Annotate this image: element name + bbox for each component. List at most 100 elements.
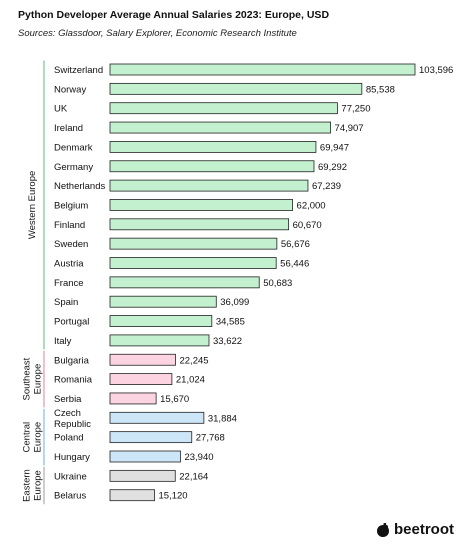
category-label: Netherlands bbox=[54, 181, 105, 192]
bar bbox=[109, 469, 176, 482]
value-label: 56,676 bbox=[281, 239, 310, 250]
bar bbox=[109, 276, 260, 289]
group-label-line: Europe bbox=[33, 364, 44, 395]
category-label: Belgium bbox=[54, 200, 88, 211]
category-label: Bulgaria bbox=[54, 355, 90, 366]
value-label: 67,239 bbox=[312, 181, 341, 192]
category-label: Austria bbox=[54, 259, 84, 270]
group-label: SoutheastEurope bbox=[22, 357, 44, 400]
bar bbox=[109, 179, 309, 192]
bar bbox=[109, 82, 363, 95]
value-label: 60,670 bbox=[293, 220, 322, 231]
bar bbox=[109, 63, 416, 76]
bar bbox=[109, 353, 176, 366]
category-label-line: Republic bbox=[54, 419, 91, 430]
category-label-line: Poland bbox=[54, 433, 84, 444]
category-label-line: Denmark bbox=[54, 142, 93, 153]
category-label: Spain bbox=[54, 297, 78, 308]
group-label-line: Europe bbox=[33, 470, 44, 501]
bar bbox=[109, 315, 213, 327]
category-label: Romania bbox=[54, 375, 93, 386]
chart-title: Python Developer Average Annual Salaries… bbox=[18, 9, 330, 21]
category-label: Switzerland bbox=[54, 65, 103, 76]
value-label: 15,670 bbox=[160, 394, 189, 405]
category-label-line: Serbia bbox=[54, 394, 82, 405]
value-label: 34,585 bbox=[216, 317, 245, 328]
category-label-line: Italy bbox=[54, 336, 72, 347]
category-label: France bbox=[54, 278, 84, 289]
group-label-line: Southeast bbox=[22, 357, 33, 400]
category-label-line: Romania bbox=[54, 375, 93, 386]
category-label-line: UK bbox=[54, 104, 68, 115]
category-label: Denmark bbox=[54, 142, 93, 153]
category-label-line: Netherlands bbox=[54, 181, 105, 192]
group-label: Western Europe bbox=[27, 171, 38, 239]
group-label-line: Central bbox=[22, 422, 33, 453]
value-label: 69,292 bbox=[318, 162, 347, 173]
value-label: 50,683 bbox=[263, 278, 292, 289]
category-label: Belarus bbox=[54, 491, 86, 502]
bar bbox=[109, 431, 193, 444]
bar bbox=[109, 102, 338, 115]
bar bbox=[109, 489, 155, 502]
value-label: 22,164 bbox=[179, 471, 208, 482]
beetroot-logo-icon bbox=[377, 522, 389, 537]
category-label-line: France bbox=[54, 278, 84, 289]
category-label-line: Sweden bbox=[54, 239, 88, 250]
value-label: 33,622 bbox=[213, 336, 242, 347]
group-label-line: Eastern bbox=[22, 469, 33, 502]
category-label: Ukraine bbox=[54, 471, 87, 482]
category-label-line: Ireland bbox=[54, 123, 83, 134]
category-label-line: Portugal bbox=[54, 317, 89, 328]
category-label: Hungary bbox=[54, 452, 90, 463]
bar bbox=[109, 199, 293, 211]
category-label-line: Austria bbox=[54, 259, 84, 270]
bar bbox=[109, 121, 331, 134]
value-label: 85,538 bbox=[366, 84, 395, 95]
group-label: CentralEurope bbox=[22, 422, 44, 453]
category-label-line: Czech bbox=[54, 408, 81, 419]
group-label-line: Western Europe bbox=[27, 171, 38, 239]
brand-logo: beetroot bbox=[376, 521, 454, 538]
value-label: 21,024 bbox=[176, 375, 205, 386]
category-label: Finland bbox=[54, 220, 85, 231]
category-label: Norway bbox=[54, 84, 86, 95]
category-label-line: Hungary bbox=[54, 452, 90, 463]
category-label-line: Switzerland bbox=[54, 65, 103, 76]
bar bbox=[109, 411, 205, 424]
category-label-line: Belgium bbox=[54, 200, 88, 211]
value-label: 36,099 bbox=[220, 297, 249, 308]
category-label-line: Spain bbox=[54, 297, 78, 308]
value-label: 22,245 bbox=[179, 355, 208, 366]
bar bbox=[109, 450, 181, 463]
category-label: Italy bbox=[54, 336, 72, 347]
category-label: Serbia bbox=[54, 394, 82, 405]
value-label: 31,884 bbox=[208, 413, 237, 424]
category-label-line: Belarus bbox=[54, 491, 86, 502]
brand-name: beetroot bbox=[394, 521, 454, 538]
category-label: Sweden bbox=[54, 239, 88, 250]
value-label: 56,446 bbox=[280, 259, 309, 270]
value-label: 77,250 bbox=[341, 104, 370, 115]
bar bbox=[109, 140, 317, 153]
category-label-line: Ukraine bbox=[54, 471, 87, 482]
chart-subtitle: Sources: Glassdoor, Salary Explorer, Eco… bbox=[18, 28, 297, 39]
bar bbox=[109, 334, 210, 347]
value-label: 23,940 bbox=[184, 452, 213, 463]
category-label: Czech Republic bbox=[54, 408, 91, 430]
category-label-line: Germany bbox=[54, 162, 93, 173]
value-label: 27,768 bbox=[196, 433, 225, 444]
bar bbox=[109, 237, 278, 250]
category-label-line: Finland bbox=[54, 220, 85, 231]
value-label: 62,000 bbox=[297, 200, 326, 211]
bar bbox=[109, 218, 290, 231]
category-label: Germany bbox=[54, 162, 93, 173]
category-label: Poland bbox=[54, 433, 84, 444]
category-label: UK bbox=[54, 104, 68, 115]
category-label: Ireland bbox=[54, 123, 83, 134]
bar bbox=[109, 392, 157, 405]
bar bbox=[109, 160, 315, 173]
bar bbox=[109, 257, 277, 269]
value-label: 15,120 bbox=[159, 491, 188, 502]
